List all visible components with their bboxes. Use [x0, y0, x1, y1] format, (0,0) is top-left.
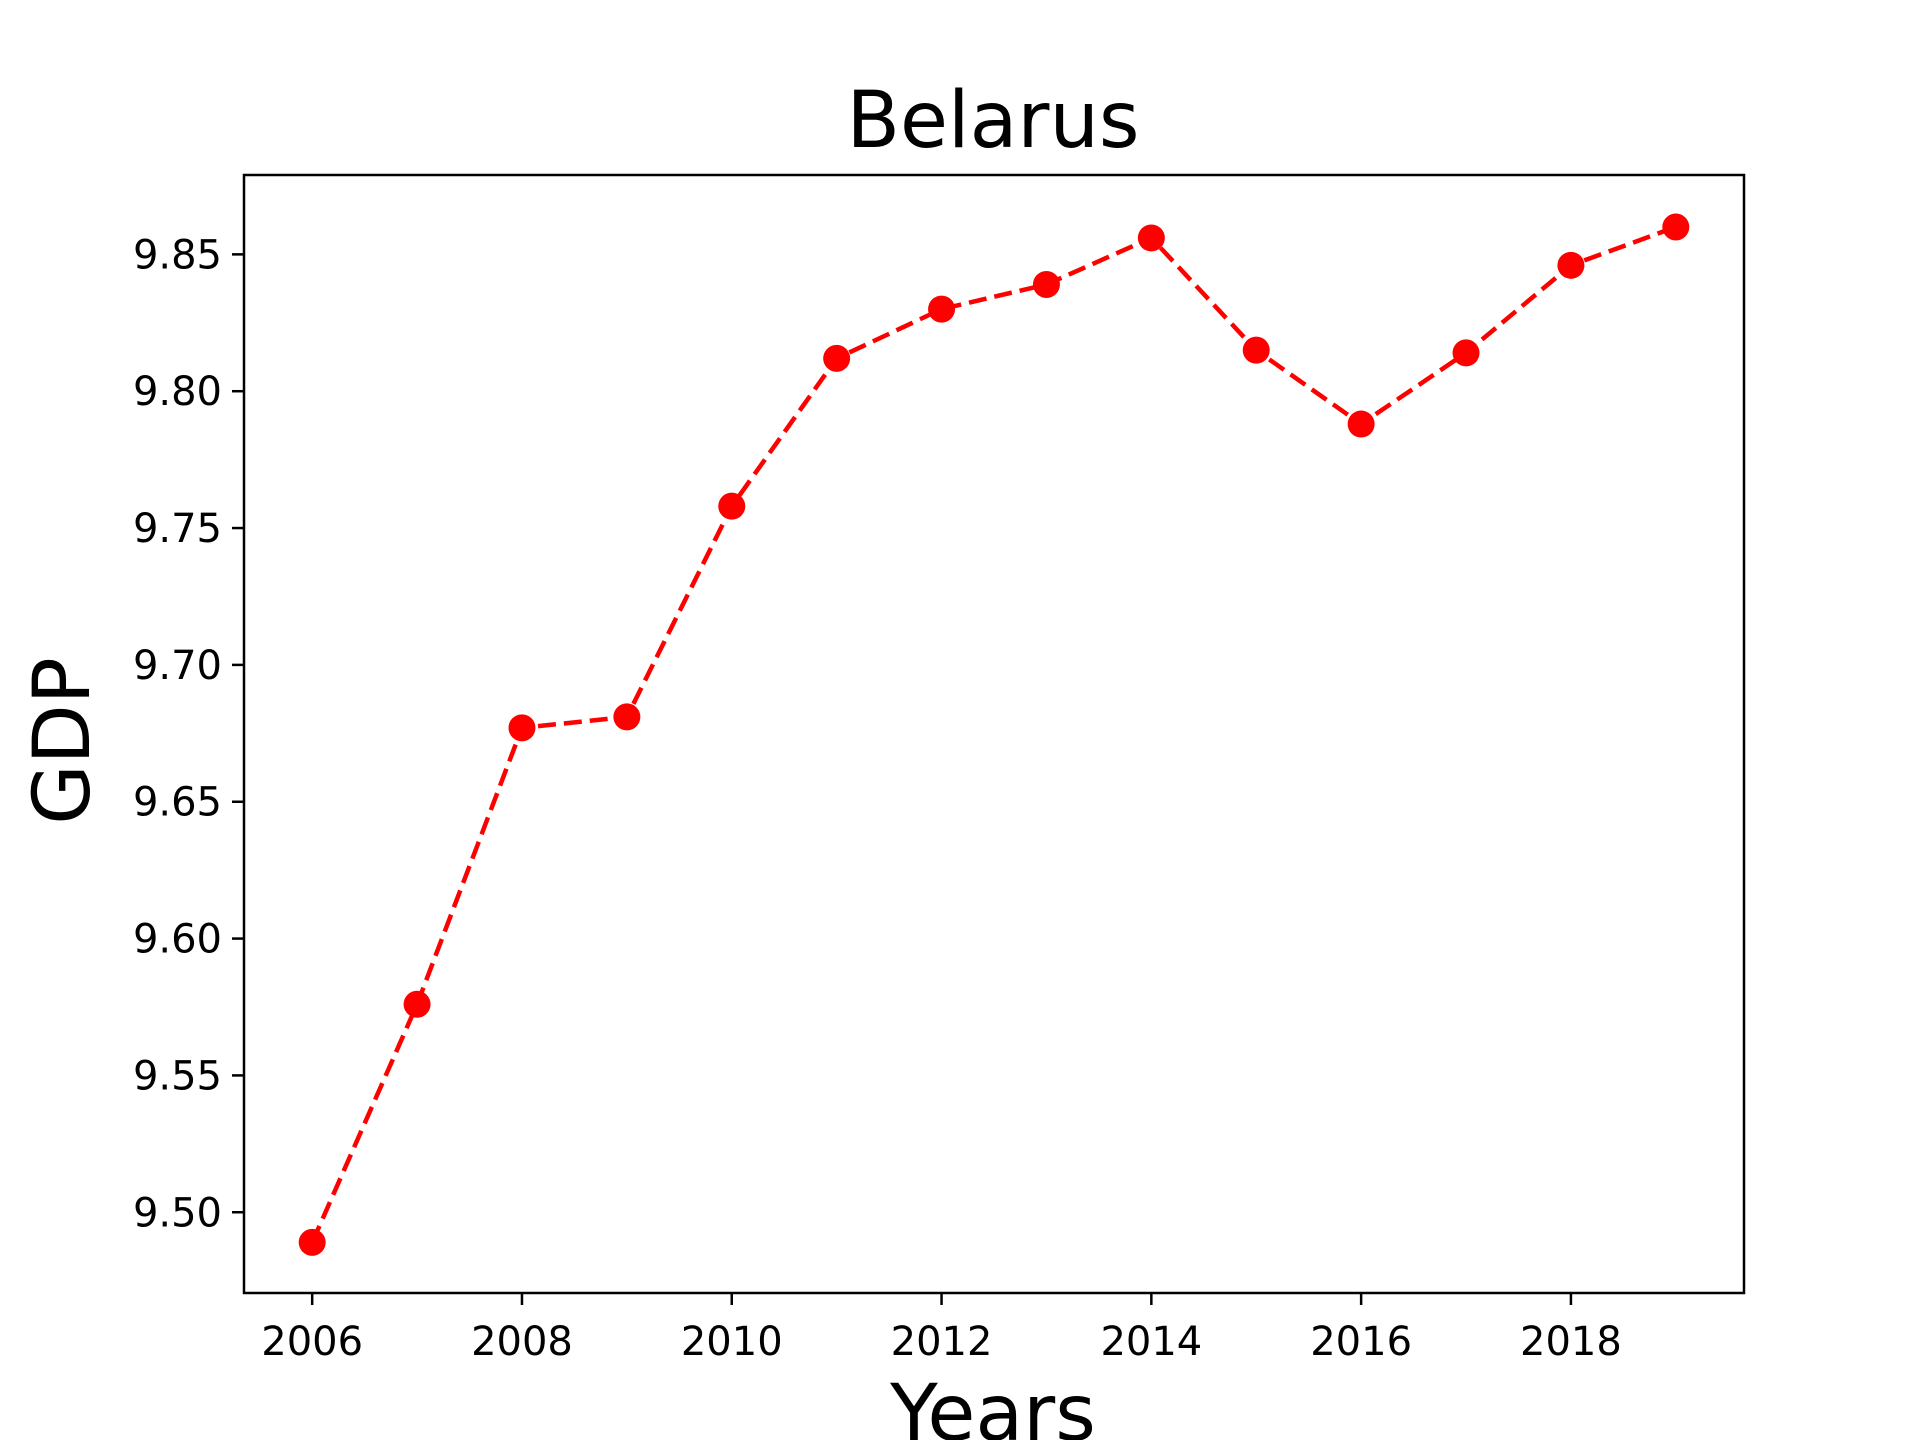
x-tick-label: 2014	[1100, 1319, 1202, 1365]
y-tick-label: 9.70	[133, 643, 222, 689]
y-tick-label: 9.75	[133, 506, 222, 552]
series-line	[310, 224, 1677, 1244]
axes-group: 2006 2008 2010 2012 2014 2016 2018 9.50 9.55 9.60…	[133, 232, 1622, 1365]
data-point-marker	[1557, 251, 1585, 279]
data-point-marker	[928, 295, 956, 323]
data-point-marker	[718, 492, 746, 520]
data-point-marker	[1137, 224, 1165, 252]
data-point-marker	[508, 714, 536, 742]
x-tick-label: 2012	[891, 1319, 993, 1365]
series-group	[298, 213, 1690, 1256]
x-tick-label: 2010	[681, 1319, 783, 1365]
x-tick-label: 2006	[261, 1319, 363, 1365]
x-tick-label: 2018	[1520, 1319, 1622, 1365]
plot-area-frame	[242, 173, 1746, 1295]
y-tick-label: 9.60	[133, 917, 222, 963]
x-tick-label: 2016	[1310, 1319, 1412, 1365]
data-point-marker	[1242, 336, 1270, 364]
data-point-marker	[1452, 339, 1480, 367]
data-point-marker	[613, 703, 641, 731]
data-point-marker	[298, 1228, 326, 1256]
y-axis-label: GDP	[18, 657, 108, 825]
y-tick-label: 9.85	[133, 232, 222, 278]
y-tick-label: 9.55	[133, 1053, 222, 1099]
data-point-marker	[403, 990, 431, 1018]
y-tick-label: 9.80	[133, 369, 222, 415]
data-point-marker	[1347, 410, 1375, 438]
x-tick-label: 2008	[471, 1319, 573, 1365]
y-tick-label: 9.50	[133, 1190, 222, 1236]
chart-title: Belarus	[846, 76, 1139, 166]
data-point-marker	[823, 344, 851, 372]
x-axis-label: Years	[889, 1369, 1096, 1440]
y-tick-label: 9.65	[133, 780, 222, 826]
data-point-marker	[1662, 213, 1690, 241]
data-point-marker	[1032, 270, 1060, 298]
